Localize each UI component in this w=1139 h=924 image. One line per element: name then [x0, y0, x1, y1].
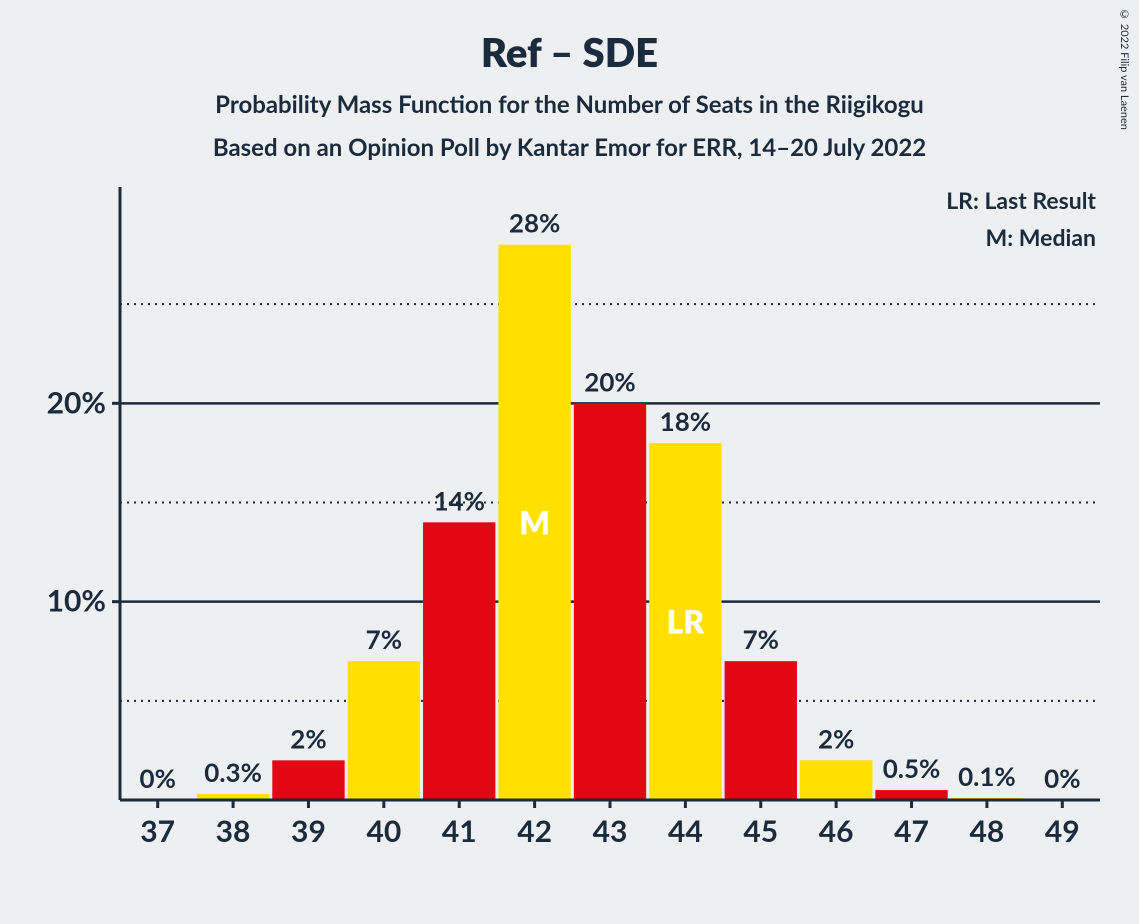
x-tick-label: 44: [668, 813, 703, 849]
x-tick-label: 49: [1045, 813, 1080, 849]
x-tick-label: 37: [140, 813, 175, 849]
chart-subtitle-2: Based on an Opinion Poll by Kantar Emor …: [0, 133, 1139, 162]
bar-value-label: 20%: [584, 365, 635, 397]
bar-value-label: 7%: [743, 623, 779, 655]
copyright-text: © 2022 Filip van Laenen: [1118, 8, 1131, 130]
bar: [725, 661, 797, 800]
x-tick-label: 40: [366, 813, 401, 849]
x-tick-label: 46: [819, 813, 854, 849]
chart-area: 10% 20% 0% 37 0.3% 38 2% 39 7% 40 14% 41 28% 42 M 20% 43…: [40, 180, 1110, 890]
x-tick-label: 38: [216, 813, 251, 849]
y-tick-label: 20%: [47, 384, 106, 420]
bar-chart-svg: 10% 20% 0% 37 0.3% 38 2% 39 7% 40 14% 41 28% 42 M 20% 43…: [40, 180, 1110, 890]
bar: [348, 661, 420, 800]
bar: [800, 760, 872, 800]
bar-value-label: 0%: [1044, 762, 1080, 794]
legend-m: M: Median: [946, 219, 1096, 256]
bar: [423, 522, 495, 800]
title-block: Ref – SDE Probability Mass Function for …: [0, 0, 1139, 162]
bar-value-label: 0.1%: [958, 760, 1016, 792]
bar-marker: LR: [666, 602, 705, 641]
x-tick-label: 41: [442, 813, 477, 849]
bar-value-label: 2%: [818, 722, 854, 754]
bar-value-label: 14%: [433, 484, 484, 516]
x-tick-label: 42: [517, 813, 552, 849]
bar-value-label: 18%: [660, 405, 711, 437]
x-tick-label: 43: [593, 813, 628, 849]
bar: [574, 403, 646, 800]
chart-title: Ref – SDE: [0, 28, 1139, 76]
x-tick-label: 48: [970, 813, 1005, 849]
bar-marker: M: [519, 502, 550, 541]
legend: LR: Last Result M: Median: [946, 182, 1096, 256]
chart-subtitle-1: Probability Mass Function for the Number…: [0, 90, 1139, 119]
bar-value-label: 2%: [290, 722, 326, 754]
x-tick-label: 39: [291, 813, 326, 849]
bar-value-label: 28%: [509, 207, 560, 239]
bar: [272, 760, 344, 800]
bar-value-label: 0%: [139, 762, 175, 794]
bar-value-label: 7%: [366, 623, 402, 655]
x-tick-label: 47: [894, 813, 929, 849]
y-tick-label: 10%: [47, 583, 106, 619]
bar-value-label: 0.3%: [204, 756, 262, 788]
bar-value-label: 0.5%: [883, 752, 941, 784]
legend-lr: LR: Last Result: [946, 182, 1096, 219]
x-tick-label: 45: [743, 813, 778, 849]
